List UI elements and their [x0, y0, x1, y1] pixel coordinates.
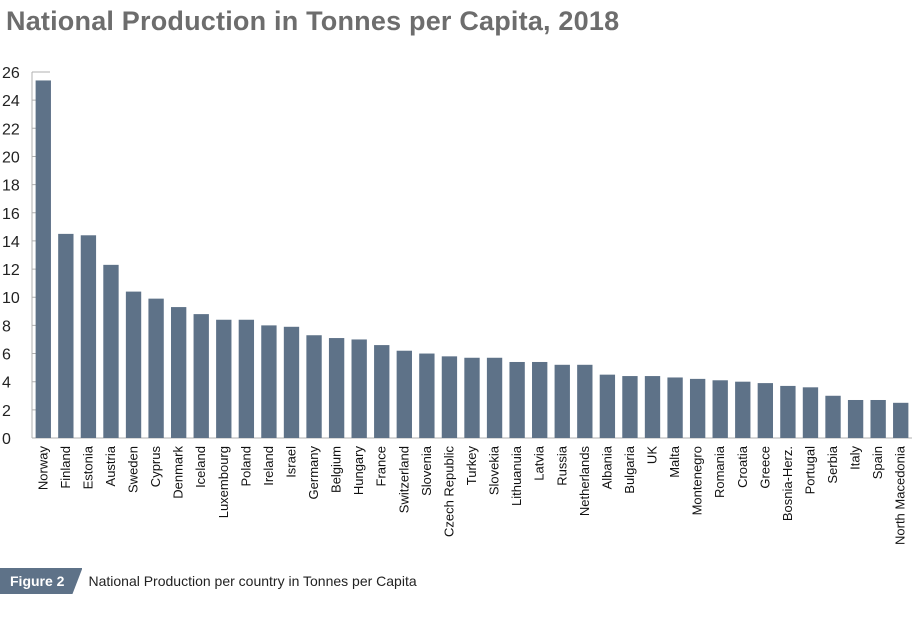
x-tick-label: Serbia	[825, 445, 840, 483]
x-tick-label: Portugal	[802, 446, 817, 495]
bar-ireland	[261, 325, 277, 438]
x-tick-label: Croatia	[735, 445, 750, 488]
y-tick-label: 18	[2, 178, 20, 195]
bar-serbia	[825, 395, 841, 438]
x-tick-label: Czech Republic	[441, 446, 456, 538]
x-tick-label: Iceland	[193, 446, 208, 488]
x-tick-label: Finland	[58, 446, 73, 489]
x-tick-label: Estonia	[80, 445, 95, 489]
bar-italy	[847, 399, 864, 438]
bar-denmark	[170, 307, 187, 438]
bar-russia	[554, 364, 570, 438]
bar-portugal	[802, 387, 819, 438]
bar-slovenia	[419, 353, 435, 438]
bar-latvia	[532, 361, 548, 438]
x-tick-label: Ireland	[261, 446, 276, 486]
bar-bulgaria	[622, 376, 638, 438]
figure-badge: Figure 2	[0, 568, 82, 594]
bar-hungary	[351, 339, 367, 438]
figure-caption: Figure 2 National Production per country…	[0, 568, 417, 594]
y-tick-label: 24	[2, 93, 20, 110]
x-tick-label: Germany	[306, 446, 321, 500]
bar-montenegro	[689, 378, 706, 438]
x-axis-labels: Norway Finland Estonia Austria Sweden Cyprus D…	[35, 445, 907, 545]
x-tick-label: Denmark	[171, 446, 186, 499]
bar-iceland	[193, 314, 209, 438]
x-tick-label: Cyprus	[148, 446, 163, 488]
y-tick-label: 26	[2, 65, 20, 82]
x-tick-label: Bosnia-Herz.	[780, 446, 795, 521]
y-tick-label: 4	[2, 375, 11, 392]
bar-spain	[870, 399, 886, 438]
y-tick-label: 8	[2, 318, 11, 335]
bar-malta	[667, 377, 683, 438]
bar-poland	[238, 319, 255, 438]
x-tick-label: Poland	[238, 446, 253, 486]
x-tick-label: Luxembourg	[216, 446, 231, 518]
bar-finland	[58, 233, 74, 438]
x-tick-label: Slovenia	[419, 445, 434, 496]
x-tick-label: Lithuanuia	[509, 445, 524, 506]
x-tick-label: Switzerland	[396, 446, 411, 513]
bar-greece	[757, 383, 773, 438]
bar-belgium	[328, 338, 345, 438]
bar-romania	[712, 380, 728, 438]
x-tick-label: Slovekia	[487, 445, 502, 495]
x-tick-label: Montenegro	[690, 446, 705, 515]
x-tick-label: Malta	[667, 445, 682, 478]
y-tick-label: 16	[2, 206, 20, 223]
x-tick-label: Spain	[870, 446, 885, 479]
bar-france	[374, 345, 390, 438]
y-tick-label: 6	[2, 347, 11, 364]
figure-caption-text: National Production per country in Tonne…	[88, 573, 417, 589]
chart-title: National Production in Tonnes per Capita…	[6, 6, 620, 36]
y-tick-label: 10	[2, 290, 20, 307]
bar-luxembourg	[216, 319, 232, 438]
bar-slovekia	[486, 357, 503, 438]
x-tick-label: Hungary	[351, 446, 366, 496]
y-tick-label: 2	[2, 403, 11, 420]
x-tick-label: Italy	[848, 446, 863, 470]
x-tick-label: Israel	[283, 446, 298, 478]
bar-lithuanuia	[509, 361, 525, 438]
bar-israel	[283, 326, 300, 438]
bars	[35, 80, 909, 438]
y-tick-label: 20	[2, 149, 20, 166]
bar-norway	[35, 80, 51, 438]
x-tick-label: Bulgaria	[622, 445, 637, 493]
x-tick-label: Netherlands	[577, 446, 592, 517]
x-tick-label: Latvia	[532, 445, 547, 480]
y-tick-label: 14	[2, 234, 20, 251]
bar-cyprus	[148, 298, 164, 438]
x-tick-label: Greece	[757, 446, 772, 489]
y-tick-label: 12	[2, 262, 20, 279]
x-tick-label: Belgium	[329, 446, 344, 493]
x-tick-label: Romania	[712, 445, 727, 498]
bar-bosnia-herz-	[780, 385, 796, 438]
x-tick-label: Russia	[554, 445, 569, 486]
bar-croatia	[735, 381, 751, 438]
x-tick-label: Turkey	[464, 446, 479, 486]
bar-germany	[306, 335, 322, 438]
x-tick-label: UK	[645, 446, 660, 464]
bar-czech-republic	[441, 356, 458, 438]
y-tick-label: 22	[2, 121, 20, 138]
x-tick-label: Sweden	[126, 446, 141, 493]
x-tick-label: Norway	[35, 446, 50, 491]
bar-albania	[599, 374, 616, 438]
bar-switzerland	[396, 350, 412, 438]
y-tick-label: 0	[2, 431, 11, 448]
bar-turkey	[464, 357, 480, 438]
x-tick-label: North Macedonia	[893, 445, 908, 545]
x-tick-label: Albania	[599, 445, 614, 489]
bar-sweden	[125, 291, 142, 438]
x-tick-label: France	[374, 446, 389, 486]
bar-north-macedonia	[893, 402, 909, 438]
x-tick-label: Austria	[103, 445, 118, 486]
bar-netherlands	[577, 364, 593, 438]
bar-estonia	[80, 235, 97, 438]
bar-austria	[103, 264, 119, 438]
bar-uk	[644, 376, 661, 438]
